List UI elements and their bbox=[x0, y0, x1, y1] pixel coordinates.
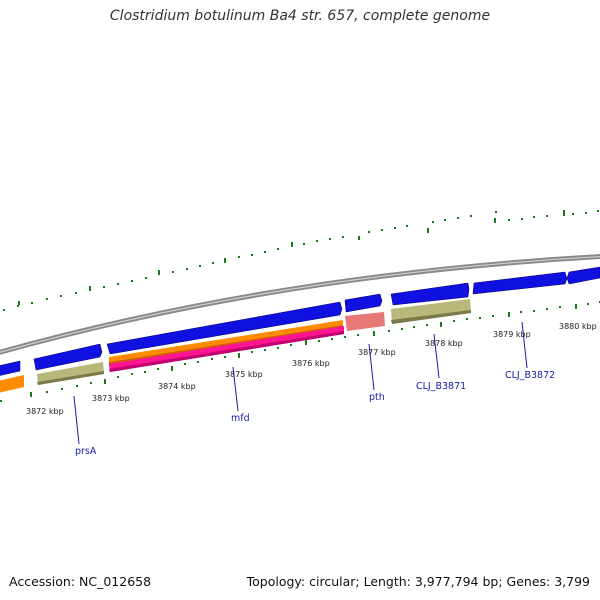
cds-arrow bbox=[106, 301, 343, 355]
tick-label-3875: 3875 kbp bbox=[225, 370, 263, 379]
cds-arrow bbox=[472, 271, 568, 295]
cds-arrow bbox=[344, 293, 383, 313]
reverse-track bbox=[0, 299, 471, 393]
kbp-tick-labels: 3872 kbp 3873 kbp 3874 kbp 3875 kbp 3876… bbox=[26, 322, 597, 416]
tick-label-3874: 3874 kbp bbox=[158, 382, 196, 391]
tick-label-3872: 3872 kbp bbox=[26, 407, 64, 416]
gene-labels: prsA mfd pth CLJ_B3871 CLJ_B3872 bbox=[75, 370, 555, 457]
tick-label-3880: 3880 kbp bbox=[559, 322, 597, 331]
genome-title: Clostridium botulinum Ba4 str. 657, comp… bbox=[109, 8, 491, 24]
gene-label-prsA: prsA bbox=[75, 446, 97, 457]
genome-summary-text: Topology: circular; Length: 3,977,794 bp… bbox=[246, 574, 590, 589]
cds-arrow bbox=[390, 282, 470, 306]
accession-text: Accession: NC_012658 bbox=[9, 574, 152, 589]
gene-label-mfd: mfd bbox=[231, 413, 250, 424]
cds-forward-track bbox=[0, 266, 600, 376]
tick-label-3873: 3873 kbp bbox=[92, 394, 130, 403]
tick-label-3877: 3877 kbp bbox=[358, 348, 396, 357]
orange-feature bbox=[0, 375, 24, 393]
tick-label-3879: 3879 kbp bbox=[493, 330, 531, 339]
gene-label-CLJ_B3871: CLJ_B3871 bbox=[416, 381, 466, 392]
cds-arrow bbox=[566, 266, 600, 285]
cds-arrow bbox=[33, 343, 103, 371]
gene-leader-lines bbox=[73, 321, 528, 445]
inner-dotted-ring bbox=[0, 301, 600, 402]
cds-arrow bbox=[0, 360, 21, 376]
salmon-feature bbox=[345, 312, 385, 331]
outer-dotted-ring bbox=[3, 210, 599, 311]
tick-label-3876: 3876 kbp bbox=[292, 359, 330, 368]
gene-label-CLJ_B3872: CLJ_B3872 bbox=[505, 370, 555, 381]
tick-label-3878: 3878 kbp bbox=[425, 339, 463, 348]
gene-label-pth: pth bbox=[369, 392, 385, 403]
